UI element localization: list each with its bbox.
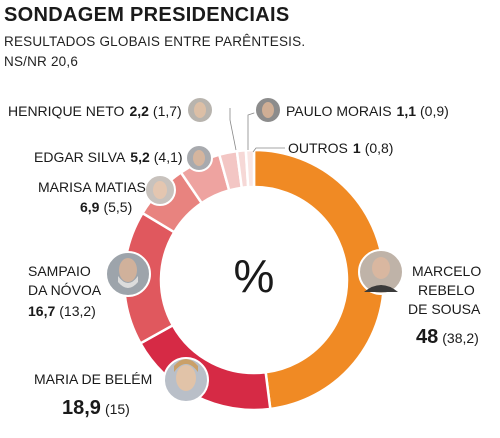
label-outros: OUTROS 1 (0,8) <box>288 140 393 156</box>
avatar-maria-belem <box>163 357 209 403</box>
chart-subtitle-line1: RESULTADOS GLOBAIS ENTRE PARÊNTESIS. <box>4 34 306 49</box>
chart-subtitle-line2: NS/NR 20,6 <box>4 54 79 69</box>
label-henrique: HENRIQUE NETO 2,2 (1,7) <box>8 103 182 119</box>
leader-line-henrique <box>229 108 237 151</box>
avatar-henrique <box>186 96 214 124</box>
label-maria-belem-name: MARIA DE BELÉM <box>34 371 152 387</box>
label-sampaio-line1: SAMPAIO <box>28 263 91 279</box>
label-maria-belem-values: 18,9 (15) <box>62 397 130 419</box>
avatar-marcelo <box>358 249 404 295</box>
chart-title: SONDAGEM PRESIDENCIAIS <box>4 4 290 26</box>
label-marisa-name: MARISA MATIAS <box>38 179 146 195</box>
leader-line-outros <box>252 147 285 153</box>
slice-outros <box>244 148 256 189</box>
avatar-edgar <box>185 144 213 172</box>
label-marcelo-line1: MARCELO <box>412 263 481 279</box>
label-sampaio-values: 16,7 (13,2) <box>28 303 96 319</box>
label-paulo: PAULO MORAIS 1,1 (0,9) <box>286 103 449 119</box>
label-edgar: EDGAR SILVA 5,2 (4,1) <box>34 149 183 165</box>
avatar-paulo <box>254 96 282 124</box>
center-percent-symbol: % <box>234 250 275 302</box>
avatar-marisa <box>144 174 176 206</box>
label-sampaio-line2: DA NÓVOA <box>28 282 102 298</box>
leader-line-paulo <box>247 111 258 150</box>
slice-marcelo <box>252 148 386 411</box>
label-marcelo-line3: DE SOUSA <box>408 301 481 317</box>
label-marcelo-line2: REBELO <box>418 282 475 298</box>
label-marcelo-values: 48 (38,2) <box>416 326 479 348</box>
label-marisa-values: 6,9 (5,5) <box>80 199 132 215</box>
avatar-sampaio <box>105 251 151 297</box>
